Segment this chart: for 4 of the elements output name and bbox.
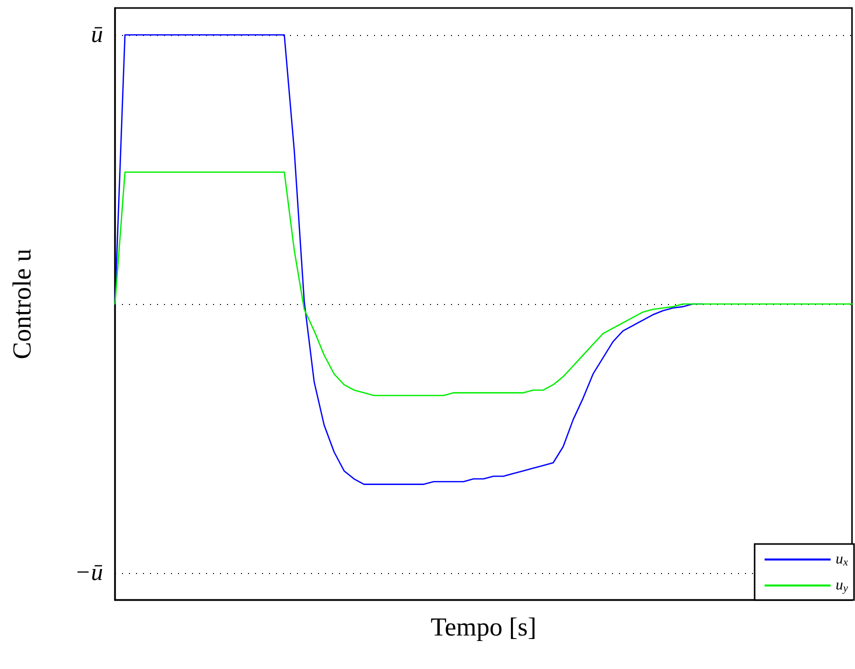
ref-line-label: −ū bbox=[74, 560, 103, 586]
x-axis-title: Tempo [s] bbox=[430, 612, 536, 642]
y-axis-title: Controle u bbox=[8, 248, 36, 360]
ref-line-label: ū bbox=[91, 22, 103, 48]
